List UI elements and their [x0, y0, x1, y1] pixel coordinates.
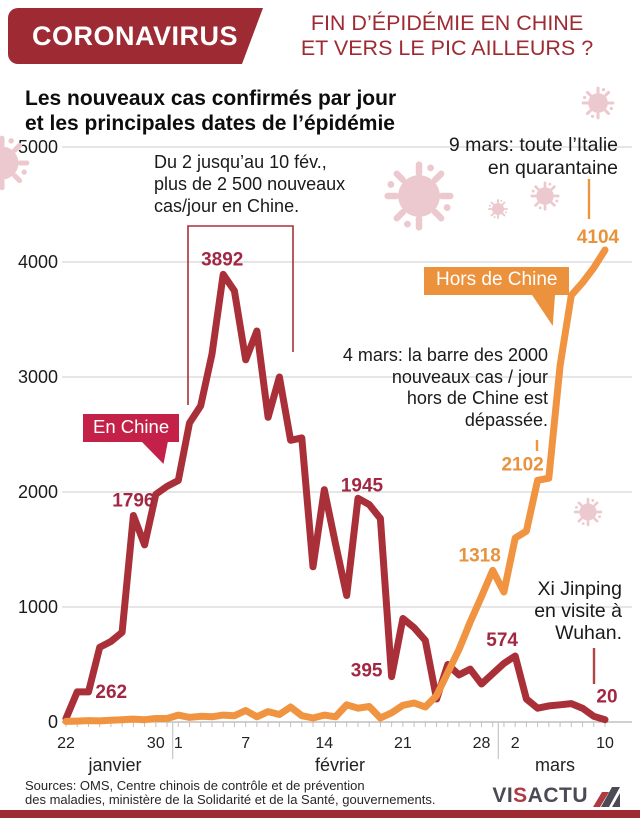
brand-pre: VI — [492, 784, 514, 807]
header-title-line2: ET VERS LE PIC AILLEURS ? — [300, 36, 594, 60]
x-tick-label: 28 — [473, 735, 491, 752]
x-tick-label: 10 — [596, 735, 614, 752]
virus-icon — [531, 182, 559, 210]
brand-s: S — [513, 784, 528, 807]
annotation-feb-surge: Du 2 jusqu’au 10 fév., plus de 2 500 nou… — [154, 151, 345, 217]
virus-icon — [387, 164, 451, 228]
sources-note: Sources: OMS, Centre chinois de contrôle… — [25, 779, 435, 807]
value-label: 4104 — [577, 227, 620, 248]
header-title-line1: FIN D’ÉPIDÉMIE EN CHINE — [310, 11, 584, 35]
virus-icon — [575, 499, 601, 525]
page-title-line2: et les principales dates de l’épidémie — [25, 112, 395, 135]
bracket-feb2-10 — [187, 225, 294, 405]
annotation-italy-quarantine: 9 mars: toute l’Italie en quarantaine — [449, 134, 618, 179]
value-label: 574 — [486, 630, 518, 651]
month-label: janvier — [87, 755, 141, 775]
x-tick-label: 14 — [315, 735, 333, 752]
month-label: février — [315, 755, 365, 775]
value-label: 395 — [351, 661, 383, 682]
x-tick-label: 7 — [241, 735, 250, 752]
annotation-line: hors de Chine est — [406, 388, 548, 408]
value-label: 262 — [95, 682, 127, 703]
y-tick-label: 4000 — [18, 252, 58, 272]
value-label: 2102 — [501, 454, 543, 475]
y-tick-label: 0 — [48, 712, 58, 732]
annotation-line: plus de 2 500 nouveaux — [154, 174, 346, 194]
month-label: mars — [535, 755, 575, 775]
visactu-logo: VISACTU — [492, 784, 620, 808]
y-tick-label: 2000 — [18, 482, 58, 502]
page-title: Les nouveaux cas confirmés par jour et l… — [25, 86, 396, 136]
chart-decorations — [0, 88, 613, 684]
annotation-line: dépassée. — [464, 409, 548, 430]
x-tick-label: 2 — [511, 735, 520, 752]
annotation-line: en quarantaine — [487, 156, 618, 179]
series-line-en-chine — [62, 270, 609, 724]
legend-en-chine: En Chine — [83, 414, 180, 442]
annotation-line: 4 mars: la barre des 2000 — [342, 345, 548, 365]
annotation-line: 9 mars: toute l’Italie — [448, 134, 618, 156]
virus-icon — [583, 88, 613, 118]
annotation-line: Xi Jinping — [537, 578, 622, 600]
chart-series: 262 1796 3892 1945 395 574 20 1318 2102 4104 — [62, 227, 620, 725]
sources-line1: Sources: OMS, Centre chinois de contrôle… — [25, 778, 365, 793]
annotation-mars4: 4 mars: la barre des 2000 nouveaux cas /… — [343, 345, 548, 431]
sources-line2: des maladies, ministère de la Solidarité… — [25, 791, 436, 807]
y-tick-label: 1000 — [18, 597, 58, 617]
y-tick-label: 5000 — [18, 137, 58, 157]
brand-post: ACTU — [527, 784, 588, 807]
visactu-logo-mark — [593, 787, 620, 807]
bottom-accent-bar — [0, 810, 640, 818]
x-tick-label: 21 — [394, 735, 412, 752]
visactu-logo-text: VISACTU — [492, 784, 588, 808]
x-tick-label: 1 — [174, 735, 183, 752]
annotation-line: nouveaux cas / jour — [391, 366, 548, 387]
y-tick-label: 3000 — [18, 367, 58, 387]
header-title: FIN D’ÉPIDÉMIE EN CHINE ET VERS LE PIC A… — [262, 11, 632, 61]
x-tick-label: 22 — [57, 735, 75, 752]
annotation-xi-jinping: Xi Jinping en visite à Wuhan. — [534, 578, 622, 644]
annotation-line: Wuhan. — [555, 622, 622, 644]
legend-hors-de-chine: Hors de Chine — [424, 267, 570, 295]
header-badge: CORONAVIRUS — [8, 8, 263, 64]
annotation-line: Du 2 jusqu’au 10 fév., — [154, 152, 327, 172]
value-label: 1318 — [459, 545, 501, 566]
annotation-line: en visite à — [534, 600, 622, 622]
value-label: 1796 — [112, 490, 154, 511]
chart-grid: 0 1000 2000 3000 4000 5000 22 30 1 7 14 21 28 2 10 janv… — [18, 137, 632, 775]
value-label: 20 — [596, 687, 617, 708]
x-tick-label: 30 — [147, 735, 165, 752]
value-label: 1945 — [341, 475, 384, 496]
page-title-line1: Les nouveaux cas confirmés par jour — [25, 87, 397, 110]
virus-icon — [488, 199, 508, 219]
annotation-line: cas/jour en Chine. — [154, 196, 300, 216]
value-label: 3892 — [201, 249, 243, 270]
series-line-hors-de-chine — [62, 246, 609, 725]
